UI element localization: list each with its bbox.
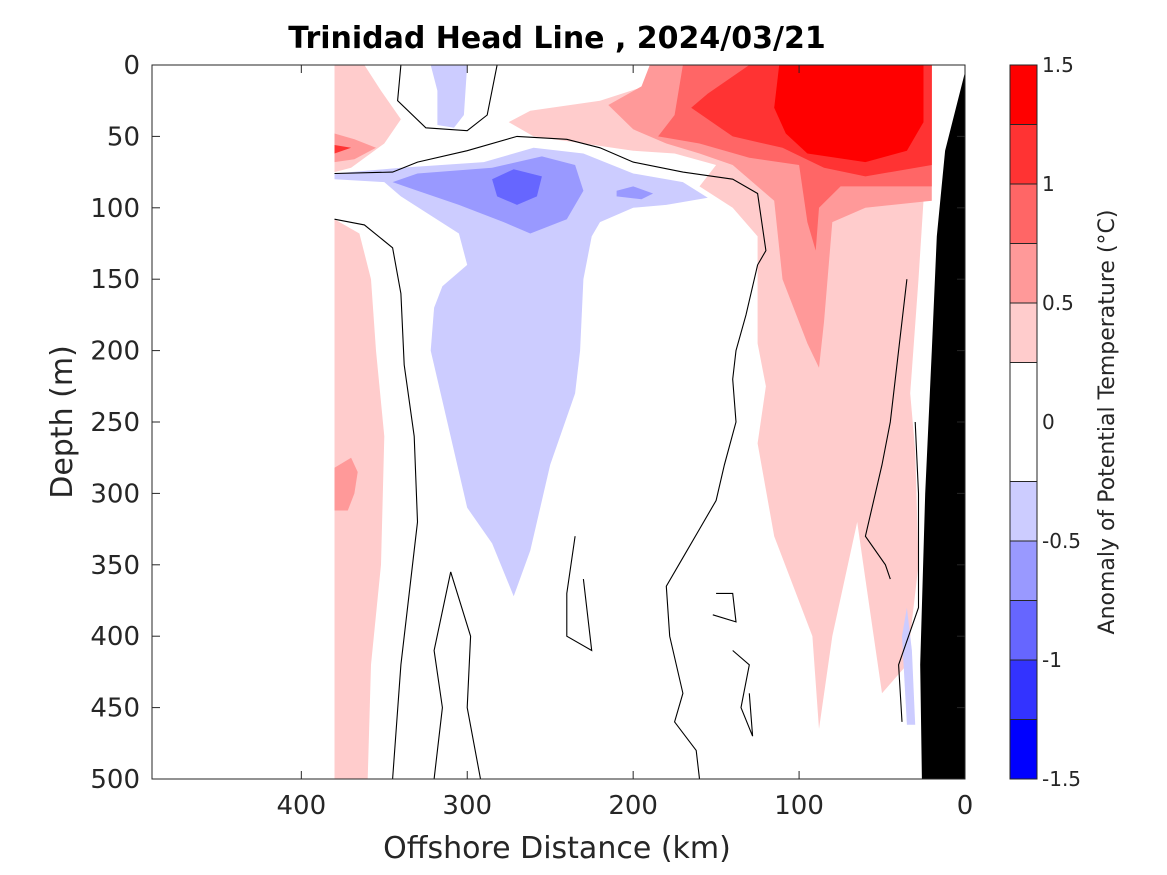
contour-region-1 [334,219,385,779]
y-tick-label-450: 450 [90,694,140,724]
y-tick-label-50: 50 [107,122,140,152]
x-tick-label-200: 200 [608,791,658,821]
y-tick-label-500: 500 [90,765,140,795]
y-tick-label-350: 350 [90,551,140,581]
x-tick-label-0: 0 [957,791,974,821]
contour-region-14 [492,169,542,205]
colorbar-tick-label-0: 0 [1042,410,1055,434]
x-tick-label-300: 300 [442,791,492,821]
contour-region-13 [616,186,654,200]
contour-line-2 [397,65,498,132]
y-tick-label-0: 0 [123,51,140,81]
colorbar-tick-label--1_5: -1.5 [1042,767,1081,791]
y-tick-label-150: 150 [90,265,140,295]
colorbar-frame [1009,64,1038,780]
contour-region-3 [334,145,352,154]
colorbar-segment-8 [1010,600,1037,660]
x-tick-label-100: 100 [774,791,824,821]
contour-region-11 [334,147,708,597]
x-axis-label: Offshore Distance (km) [383,831,731,866]
colorbar-segment-7 [1010,541,1037,601]
colorbar-segment-2 [1010,184,1037,244]
y-tick-label-200: 200 [90,337,140,367]
colorbar-segment-3 [1010,243,1037,303]
colorbar-segment-10 [1010,719,1037,779]
colorbar-tick-label-1: 1 [1042,172,1055,196]
contour-region-9 [774,65,924,163]
colorbar-tick-label--1: -1 [1042,648,1062,672]
contour-line-5 [566,536,593,652]
contour-fills [334,65,932,779]
colorbar-segment-1 [1010,124,1037,184]
colorbar-tick-label--0_5: -0.5 [1042,529,1081,553]
y-axis-label: Depth (m) [45,345,80,499]
colorbar-segment-5 [1010,362,1037,482]
y-tick-label-300: 300 [90,479,140,509]
colorbar-tick-label-1_5: 1.5 [1042,53,1074,77]
chart-title: Trinidad Head Line , 2024/03/21 [288,21,825,56]
contour-line-3 [450,571,482,779]
y-axis: 0 50 100 150 200 250 300 350 400 450 500 [90,51,965,795]
x-tick-label-400: 400 [277,791,327,821]
bottom-bathymetry [920,72,965,779]
contour-line-0 [334,135,767,779]
colorbar-segment-6 [1010,481,1037,541]
contour-line-6 [712,592,737,623]
contour-line-7 [732,650,754,737]
x-axis: 400 300 200 100 0 [277,65,974,821]
contour-line-8 [864,279,908,580]
colorbar-segment-9 [1010,660,1037,720]
y-tick-label-100: 100 [90,194,140,224]
contour-region-2 [334,133,376,163]
contour-region-10 [430,65,468,128]
y-tick-label-250: 250 [90,408,140,438]
contour-region-15 [902,607,916,725]
colorbar-segment-4 [1010,303,1037,363]
contour-region-4 [334,457,358,511]
contour-line-1 [334,218,419,779]
seafloor-shape [920,72,965,779]
contour-line-4 [433,571,452,779]
plot-area [152,65,965,779]
colorbar-label: Anomaly of Potential Temperature (°C) [1095,210,1120,635]
contour-line-9 [898,421,920,722]
colorbar: 1.5 1 0.5 0 -0.5 -1 -1.5 [1009,53,1081,791]
colorbar-segment-0 [1010,65,1037,125]
colorbar-tick-label-0_5: 0.5 [1042,291,1074,315]
y-tick-label-400: 400 [90,622,140,652]
zero-contour-lines [334,65,920,779]
